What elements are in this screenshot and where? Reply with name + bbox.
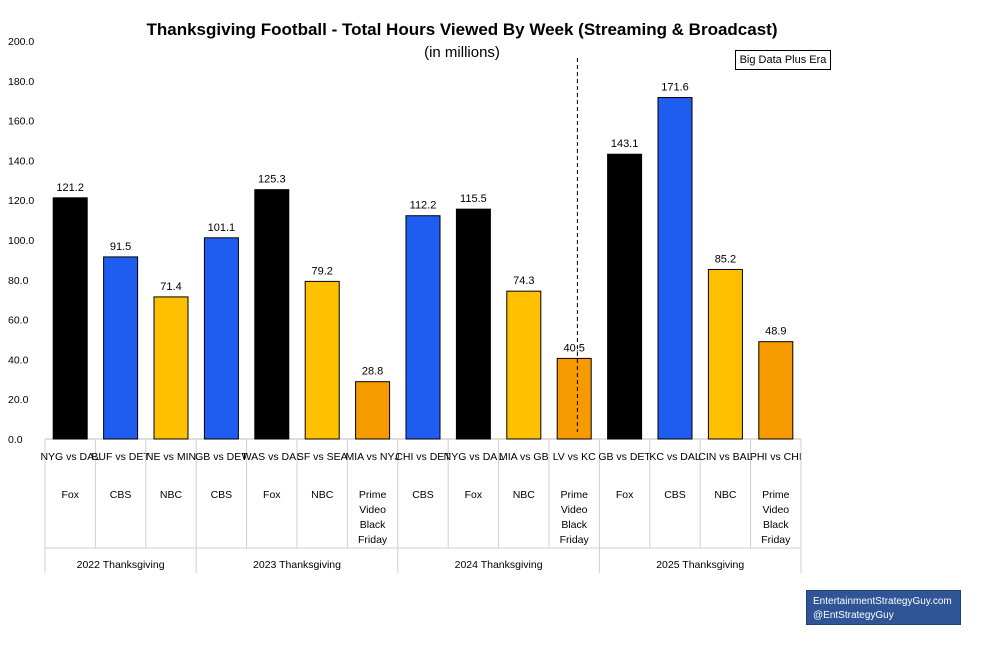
bar-value-label: 74.3 xyxy=(513,275,534,287)
bar xyxy=(52,197,88,440)
bar-value-label: 171.6 xyxy=(661,82,689,94)
chart-title: Thanksgiving Football - Total Hours View… xyxy=(146,20,778,39)
network-label: NBC xyxy=(160,489,183,501)
game-label: MIA vs GB xyxy=(499,451,549,463)
credit-website: EntertainmentStrategyGuy.com xyxy=(813,596,952,607)
bar xyxy=(304,280,340,440)
network-label: CBS xyxy=(664,489,686,501)
y-tick-label: 180.0 xyxy=(8,76,34,88)
bar xyxy=(254,189,290,440)
game-label: LV vs KC xyxy=(553,451,596,463)
bar xyxy=(556,357,592,440)
credit-box: EntertainmentStrategyGuy.com @EntStrateg… xyxy=(806,590,961,625)
network-label: Fox xyxy=(616,489,634,501)
bar-value-label: 91.5 xyxy=(110,241,131,253)
network-label: Video xyxy=(561,504,588,516)
network-label: Black xyxy=(360,519,386,531)
bar-value-label: 112.2 xyxy=(410,200,437,212)
bar-value-label: 143.1 xyxy=(611,138,639,150)
game-label: SF vs SEA xyxy=(297,451,348,463)
y-tick-label: 160.0 xyxy=(8,116,34,128)
game-label: GB vs DET xyxy=(195,451,248,463)
game-label: NE vs MIN xyxy=(146,451,196,463)
network-label: CBS xyxy=(211,489,233,501)
chart-subtitle: (in millions) xyxy=(424,44,500,61)
network-label: Friday xyxy=(358,534,388,546)
network-label: Friday xyxy=(761,534,791,546)
y-tick-label: 120.0 xyxy=(8,195,34,207)
y-tick-label: 60.0 xyxy=(8,315,29,327)
bar xyxy=(355,381,391,440)
bar xyxy=(405,215,441,440)
y-tick-label: 0.0 xyxy=(8,434,23,446)
game-label: MIA vs NYJ xyxy=(345,451,399,463)
game-label: GB vs DET xyxy=(598,451,651,463)
network-label: Friday xyxy=(560,534,590,546)
bar xyxy=(153,296,189,440)
bar xyxy=(657,97,693,440)
game-label: NYG vs DAL xyxy=(444,451,504,463)
group-label: 2022 Thanksgiving xyxy=(77,559,165,571)
group-label: 2023 Thanksgiving xyxy=(253,559,341,571)
network-label: Prime xyxy=(560,489,588,501)
y-tick-label: 40.0 xyxy=(8,354,29,366)
bar xyxy=(607,153,643,440)
game-label: BUF vs DET xyxy=(91,451,150,463)
network-label: Fox xyxy=(263,489,281,501)
bar-value-label: 40.5 xyxy=(563,342,584,354)
y-tick-label: 80.0 xyxy=(8,275,29,287)
bar-value-label: 48.9 xyxy=(765,326,786,338)
network-label: Prime xyxy=(359,489,387,501)
network-label: NBC xyxy=(513,489,536,501)
bar-value-label: 28.8 xyxy=(362,366,383,378)
network-label: Prime xyxy=(762,489,790,501)
game-label: WAS vs DAL xyxy=(242,451,302,463)
group-label: 2024 Thanksgiving xyxy=(455,559,543,571)
network-label: CBS xyxy=(110,489,132,501)
bar xyxy=(758,341,794,440)
bar xyxy=(103,256,139,440)
credit-handle: @EntStrategyGuy xyxy=(813,610,894,621)
bar-value-label: 115.5 xyxy=(460,193,487,205)
y-tick-label: 140.0 xyxy=(8,155,34,167)
network-label: Video xyxy=(762,504,789,516)
y-tick-label: 20.0 xyxy=(8,394,29,406)
bar-value-label: 71.4 xyxy=(160,281,181,293)
bar xyxy=(203,237,239,440)
bar xyxy=(506,290,542,440)
network-label: Black xyxy=(763,519,789,531)
bar xyxy=(455,208,491,440)
y-tick-label: 200.0 xyxy=(8,36,34,48)
game-label: CIN vs BAL xyxy=(698,451,752,463)
game-label: CHI vs DET xyxy=(395,451,451,463)
y-tick-label: 100.0 xyxy=(8,235,34,247)
bar-value-label: 101.1 xyxy=(208,222,236,234)
network-label: Video xyxy=(359,504,386,516)
group-label: 2025 Thanksgiving xyxy=(656,559,744,571)
game-label: PHI vs CHI xyxy=(750,451,802,463)
bar-value-label: 121.2 xyxy=(56,182,84,194)
network-label: CBS xyxy=(412,489,434,501)
network-label: Black xyxy=(561,519,587,531)
game-label: KC vs DAL xyxy=(649,451,701,463)
bar-value-label: 79.2 xyxy=(311,265,332,277)
bar-value-label: 85.2 xyxy=(715,253,736,265)
network-label: NBC xyxy=(714,489,737,501)
network-label: NBC xyxy=(311,489,334,501)
bar-value-label: 125.3 xyxy=(258,174,286,186)
network-label: Fox xyxy=(61,489,79,501)
bar xyxy=(707,268,743,440)
game-label: NYG vs DAL xyxy=(40,451,100,463)
network-label: Fox xyxy=(465,489,483,501)
era-annotation: Big Data Plus Era xyxy=(735,50,831,70)
